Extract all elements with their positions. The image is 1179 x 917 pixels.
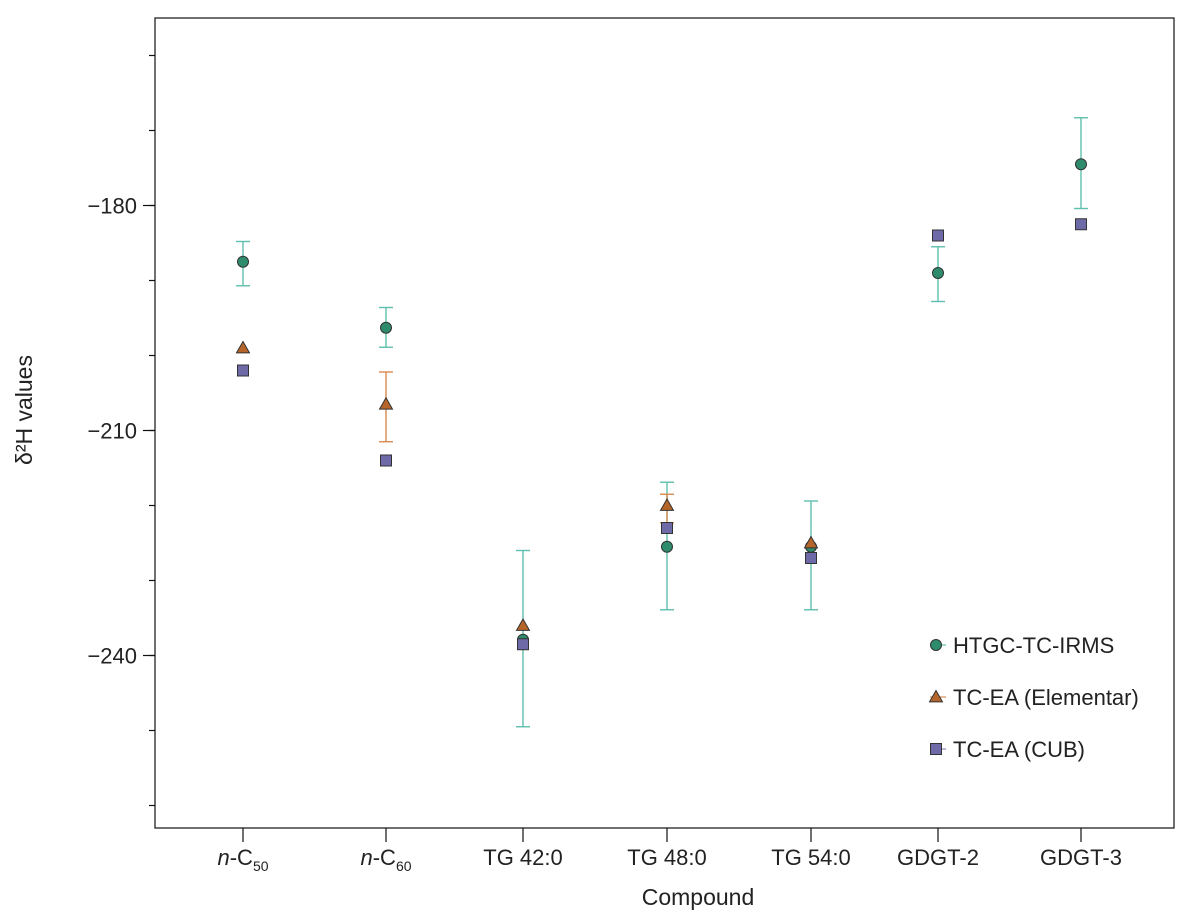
data-point [237, 364, 249, 377]
data-point [235, 340, 251, 354]
legend-marker [930, 639, 942, 651]
data-point [803, 535, 819, 549]
y-axis: −180 −210 −240 [87, 54, 155, 807]
y-axis-title: δ²H values [11, 355, 37, 465]
data-point [805, 552, 817, 564]
x-axis-title: Compound [642, 884, 755, 910]
x-tick-label: GDGT-2 [897, 845, 979, 870]
x-tick-label: TG 48:0 [627, 845, 706, 870]
y-tick-label: −240 [87, 644, 137, 669]
data-point [515, 617, 531, 631]
y-tick-label: −180 [87, 194, 137, 219]
data-point [380, 454, 392, 467]
data-point [1075, 158, 1087, 171]
data-point [517, 638, 529, 651]
legend-label: TC-EA (Elementar) [953, 685, 1139, 710]
legend: HTGC-TC-IRMS TC-EA (Elementar) TC-EA (CUB) [928, 633, 1139, 762]
x-tick-label: GDGT-3 [1040, 845, 1122, 870]
data-point [1075, 218, 1087, 231]
legend-label: TC-EA (CUB) [953, 737, 1085, 762]
x-tick-label: n-C60 [360, 845, 411, 874]
data-marks [235, 117, 1088, 728]
plot-area [154, 17, 1175, 829]
legend-marker [930, 743, 942, 755]
x-axis: n-C50 n-C60 TG 42:0 TG 48:0 TG 54:0 GDGT-2 GDG… [217, 828, 1122, 874]
data-point [932, 229, 944, 242]
x-tick-label: n-C50 [217, 845, 268, 874]
data-point [932, 267, 944, 279]
data-point [661, 540, 673, 553]
data-point [237, 255, 249, 268]
data-point [380, 321, 392, 334]
legend-label: HTGC-TC-IRMS [953, 633, 1114, 658]
data-point [378, 396, 394, 410]
data-point [661, 522, 673, 534]
x-tick-label: TG 54:0 [771, 845, 850, 870]
y-tick-label: −210 [87, 419, 137, 444]
data-point [659, 497, 675, 511]
legend-marker [928, 689, 944, 703]
x-tick-label: TG 42:0 [483, 845, 562, 870]
